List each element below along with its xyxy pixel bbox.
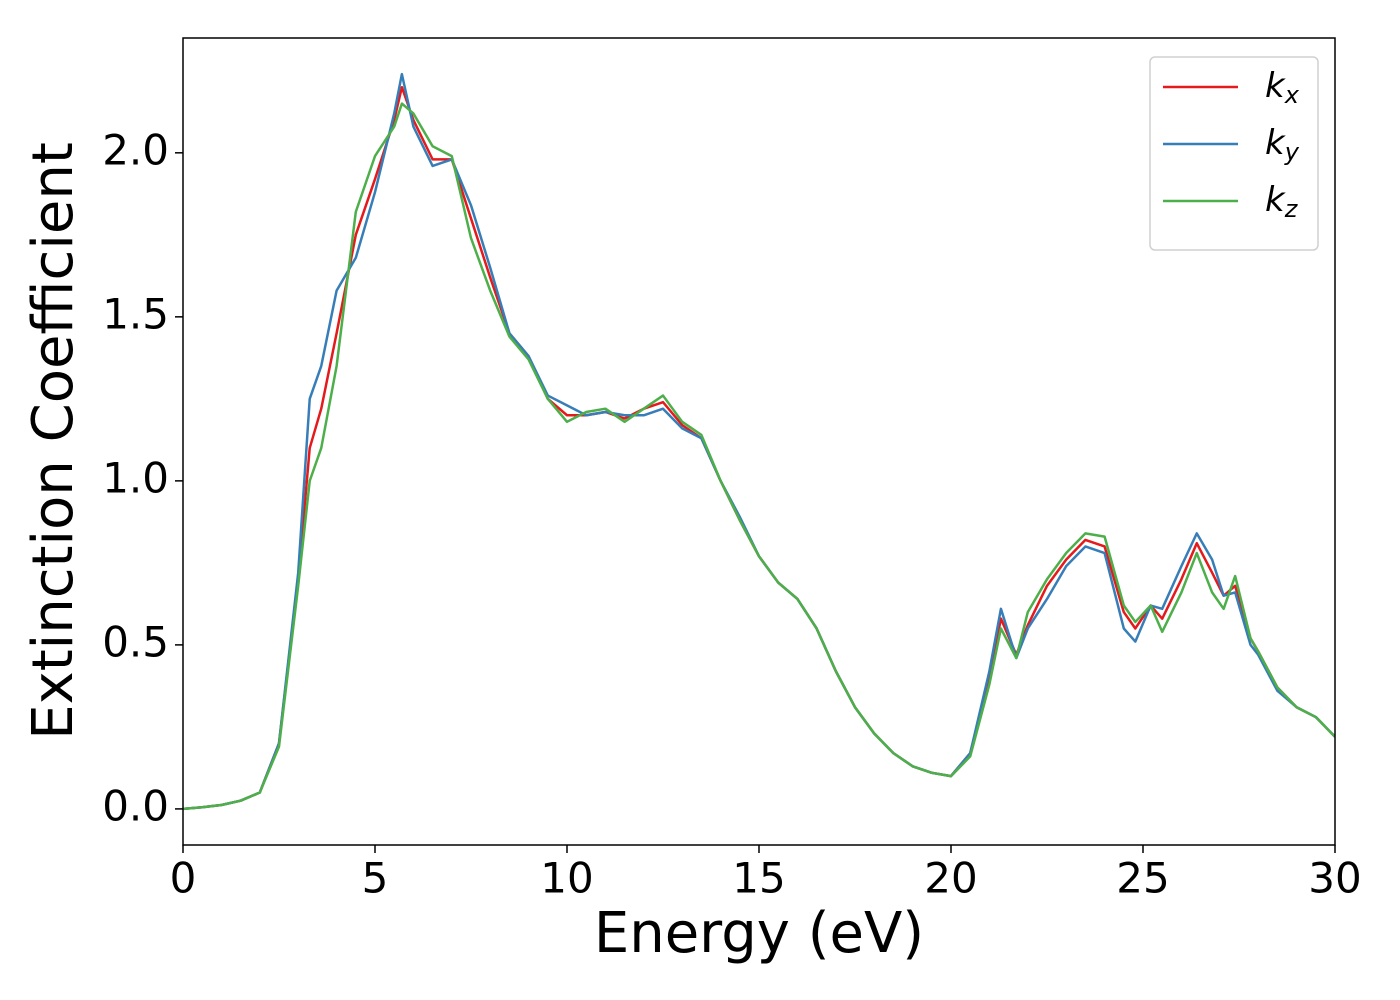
series-line xyxy=(183,102,1335,811)
x-tick-label: 15 xyxy=(732,854,785,903)
plot-frame xyxy=(182,37,1336,846)
legend-label: ky xyxy=(1265,123,1300,167)
legend-label: kz xyxy=(1265,180,1299,224)
y-tick-label: 1.0 xyxy=(102,453,169,502)
x-tick-label: 5 xyxy=(362,854,389,903)
y-tick-label: 0.0 xyxy=(102,781,169,830)
x-tick-label: 10 xyxy=(540,854,593,903)
x-tick-label: 20 xyxy=(924,854,977,903)
plot-area xyxy=(183,72,1335,811)
legend-label: kx xyxy=(1265,66,1300,110)
y-axis-label: Extinction Coefficient xyxy=(21,142,86,740)
x-tick-label: 0 xyxy=(170,854,197,903)
y-tick-label: 0.5 xyxy=(102,617,169,666)
x-tick-label: 25 xyxy=(1116,854,1169,903)
y-tick-label: 1.5 xyxy=(102,289,169,338)
y-tick-label: 2.0 xyxy=(102,125,169,174)
x-tick-label: 30 xyxy=(1308,854,1361,903)
x-axis-label: Energy (eV) xyxy=(594,901,924,966)
